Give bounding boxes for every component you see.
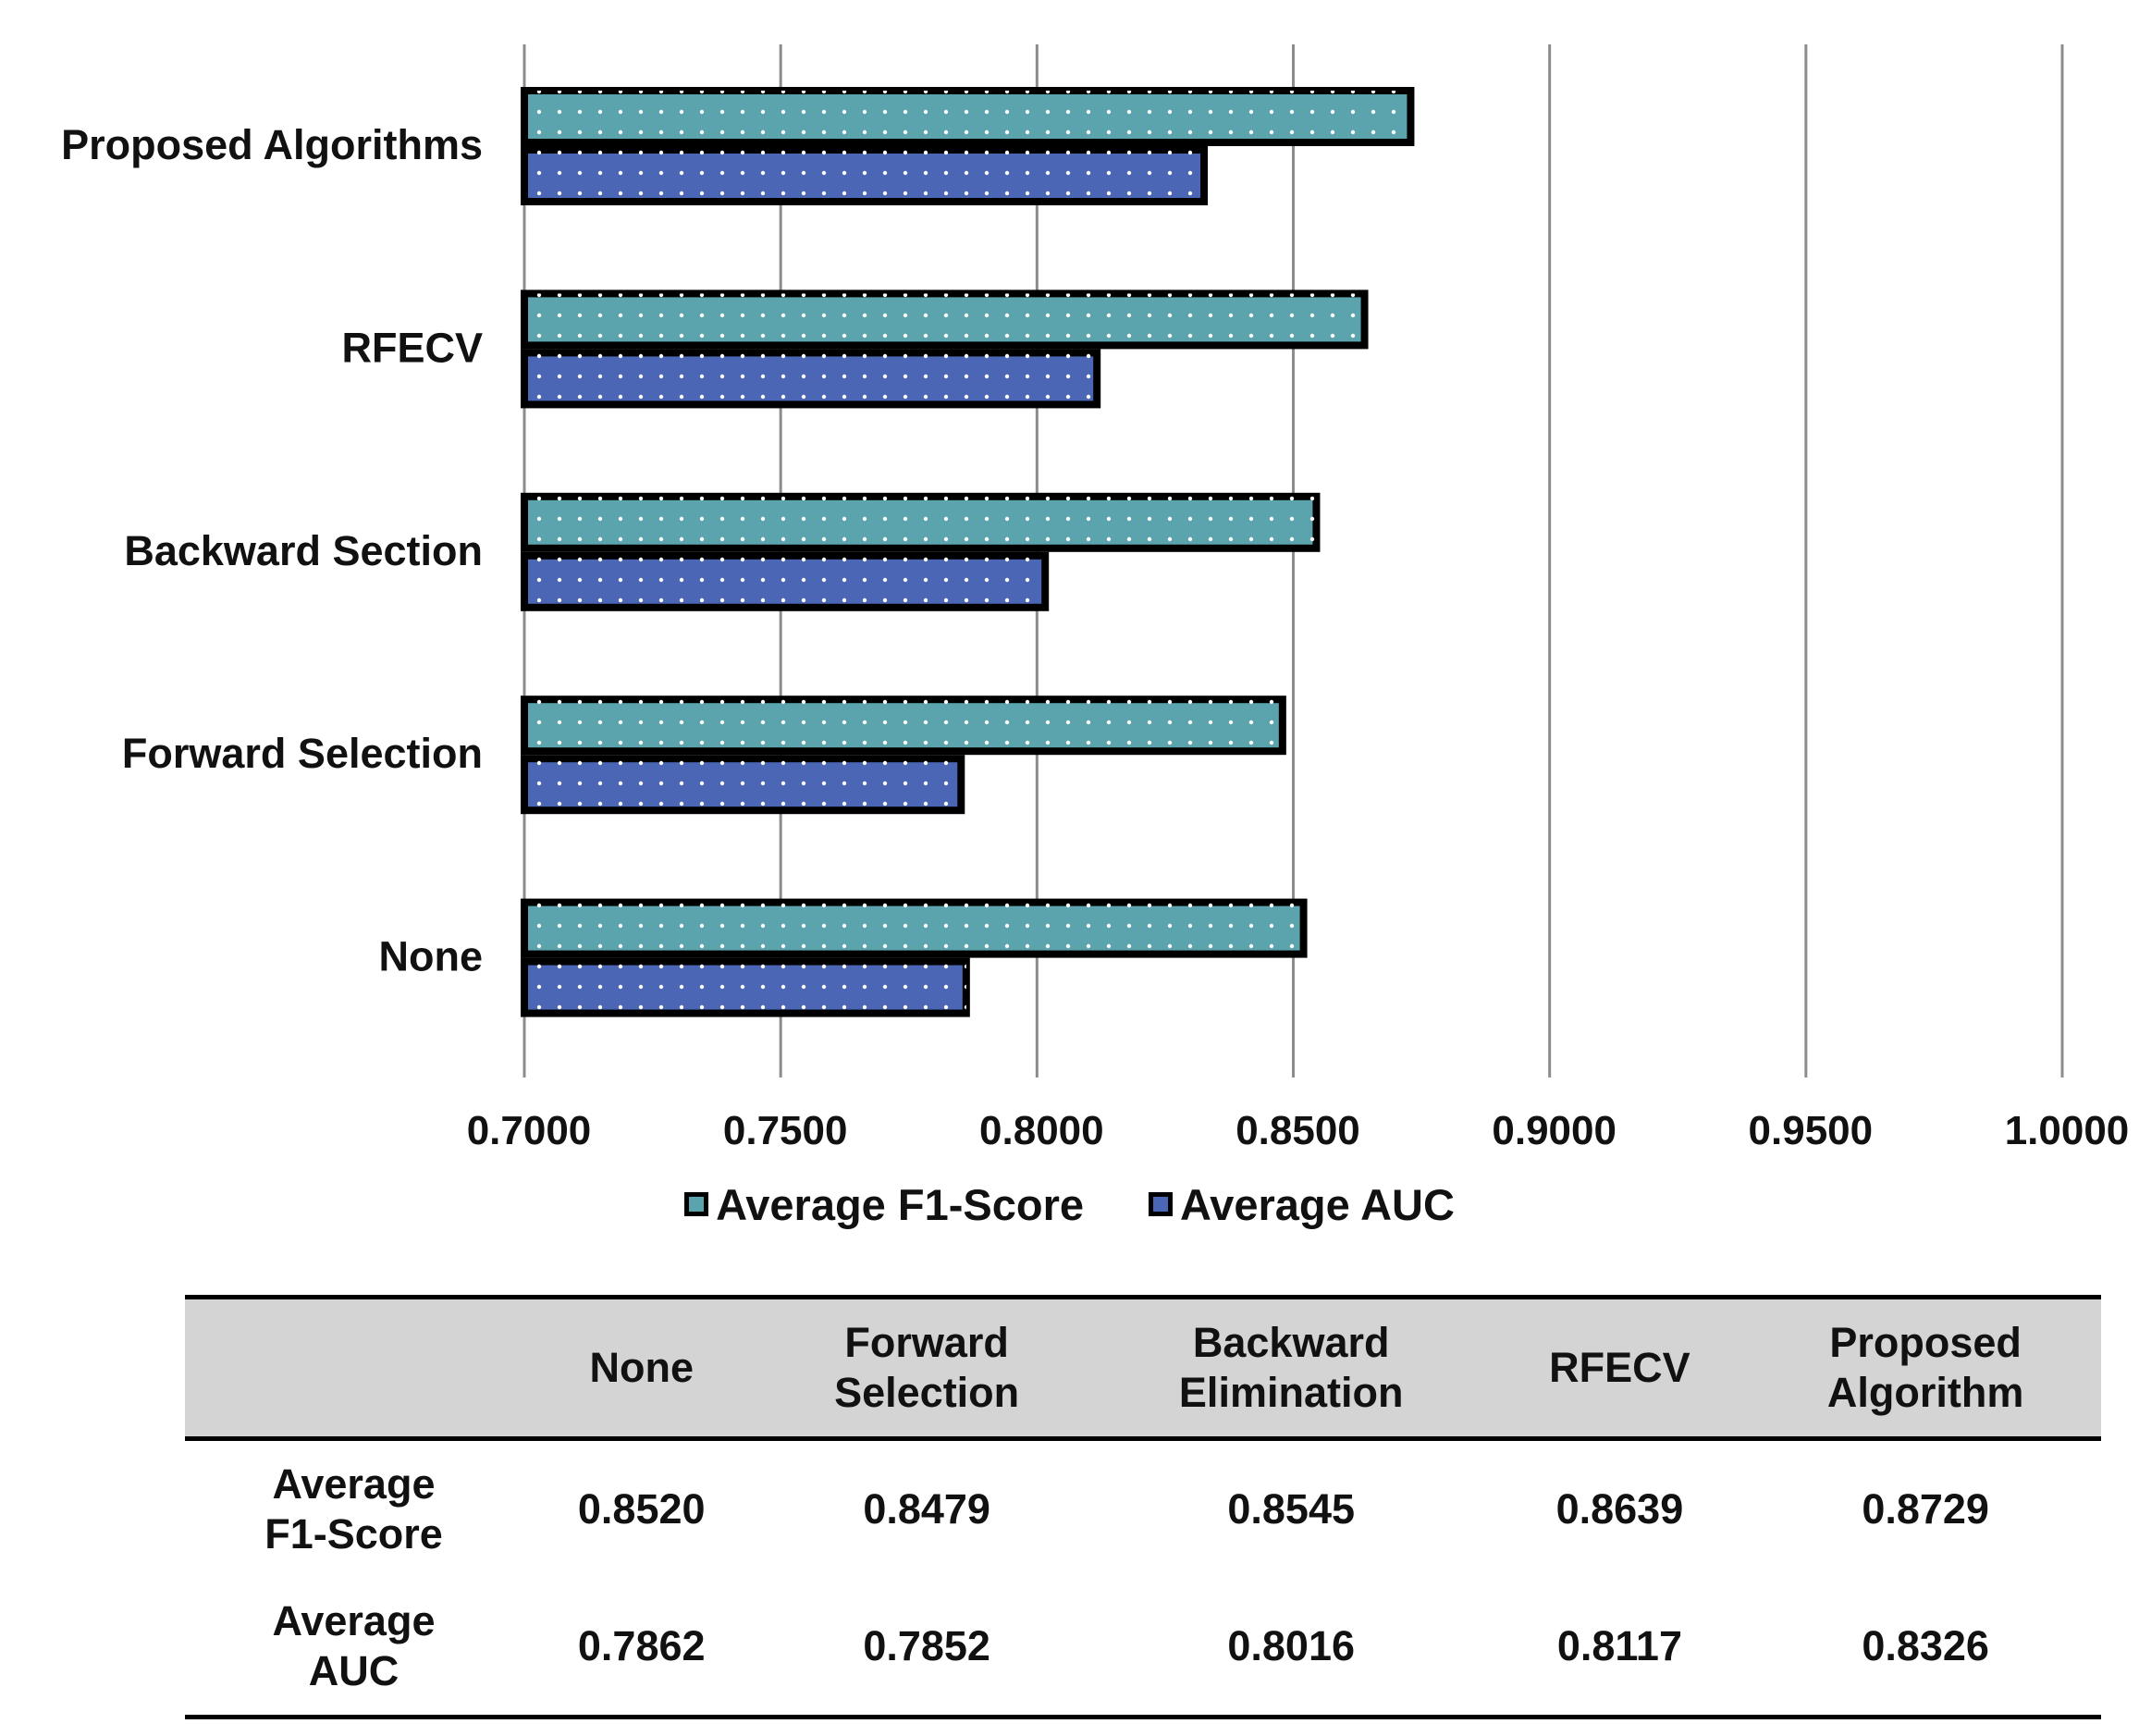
table-row-label: Average AUC xyxy=(185,1578,522,1719)
table-header-backward-l1: Backward xyxy=(1192,1319,1390,1366)
table-header-proposed-l1: Proposed xyxy=(1829,1319,2022,1366)
bar-pattern xyxy=(524,961,966,1014)
table-cell: 0.8520 xyxy=(577,1485,706,1533)
table-row: Average AUC 0.7862 0.7852 0.8016 0.8117 0.8326 xyxy=(185,1578,2101,1719)
table-header-none: None xyxy=(522,1295,761,1441)
table-row-label-line: Average xyxy=(272,1460,436,1508)
category-label: Proposed Algorithms xyxy=(61,121,483,168)
table-cell: 0.8016 xyxy=(1092,1578,1490,1719)
data-table-wrapper: None Forward Selection Backward Eliminatio… xyxy=(185,1295,2101,1719)
category-label: RFECV xyxy=(341,324,483,371)
table-header-forward: Forward Selection xyxy=(760,1295,1093,1441)
table-cell: 0.8545 xyxy=(1227,1485,1355,1533)
table-header-empty xyxy=(185,1295,522,1441)
bar-pattern xyxy=(524,293,1365,346)
x-tick-label: 0.8000 xyxy=(979,1108,1104,1153)
table-header-none-l1: None xyxy=(589,1344,694,1391)
table-header-forward-l1: Forward xyxy=(844,1319,1009,1366)
x-tick-label: 0.9500 xyxy=(1749,1108,1874,1153)
x-tick-label: 0.9000 xyxy=(1492,1108,1617,1153)
category-label: Forward Selection xyxy=(122,730,483,777)
data-table: None Forward Selection Backward Eliminatio… xyxy=(185,1295,2101,1719)
category-label: Backward Section xyxy=(124,527,483,574)
table-header-forward-l2: Selection xyxy=(834,1369,1020,1416)
bar-pattern xyxy=(524,555,1046,608)
table-cell: 0.7852 xyxy=(760,1578,1093,1719)
table-header-rfecv-l1: RFECV xyxy=(1549,1344,1690,1391)
bar-pattern xyxy=(524,758,962,811)
x-tick-label: 0.7500 xyxy=(723,1108,848,1153)
bar-pattern xyxy=(524,699,1283,752)
legend-swatch-f1 xyxy=(684,1192,709,1216)
table-cell: 0.8729 xyxy=(1862,1485,1989,1533)
table-row-label-line: F1-Score xyxy=(264,1510,443,1557)
legend-label-f1: Average F1-Score xyxy=(716,1179,1085,1229)
bar-pattern xyxy=(524,902,1304,954)
chart-legend: Average F1-Score Average AUC xyxy=(0,1176,2139,1232)
table-row: Average F1-Score 0.8520 0.8479 0.8545 0.8639 0… xyxy=(185,1439,2101,1579)
category-label: None xyxy=(379,933,484,980)
bar-pattern xyxy=(524,91,1411,142)
legend-label-auc: Average AUC xyxy=(1180,1179,1455,1229)
table-row-label-line: Average xyxy=(272,1597,436,1644)
legend-swatch-auc xyxy=(1149,1192,1174,1216)
bar-pattern xyxy=(524,150,1205,202)
table-header-backward-l2: Elimination xyxy=(1178,1369,1404,1416)
table-cell: 0.8639 xyxy=(1555,1485,1684,1533)
table-cell: 0.8326 xyxy=(1750,1578,2101,1719)
table-header-proposed: Proposed Algorithm xyxy=(1750,1295,2101,1441)
table-header-rfecv: RFECV xyxy=(1489,1295,1751,1441)
table-row-label: Average F1-Score xyxy=(185,1439,522,1579)
bar-pattern xyxy=(524,496,1317,548)
x-tick-label: 0.8500 xyxy=(1235,1108,1360,1153)
legend-item-f1: Average F1-Score xyxy=(684,1179,1084,1230)
x-tick-label: 1.0000 xyxy=(2005,1108,2130,1153)
table-header-proposed-l2: Algorithm xyxy=(1826,1369,2024,1416)
table-header-row: None Forward Selection Backward Eliminatio… xyxy=(185,1295,2101,1441)
table-cell: 0.7862 xyxy=(522,1578,761,1719)
table-cell: 0.8479 xyxy=(863,1485,990,1533)
x-tick-label: 0.7000 xyxy=(467,1108,592,1153)
legend-item-auc: Average AUC xyxy=(1149,1179,1455,1230)
table-header-backward: Backward Elimination xyxy=(1092,1295,1490,1441)
bar-chart: Proposed Algorithms RFECV Backward Section… xyxy=(61,44,2130,1153)
bar-pattern xyxy=(524,352,1098,405)
table-cell: 0.8117 xyxy=(1489,1578,1751,1719)
table-row-label-line: AUC xyxy=(308,1647,400,1694)
